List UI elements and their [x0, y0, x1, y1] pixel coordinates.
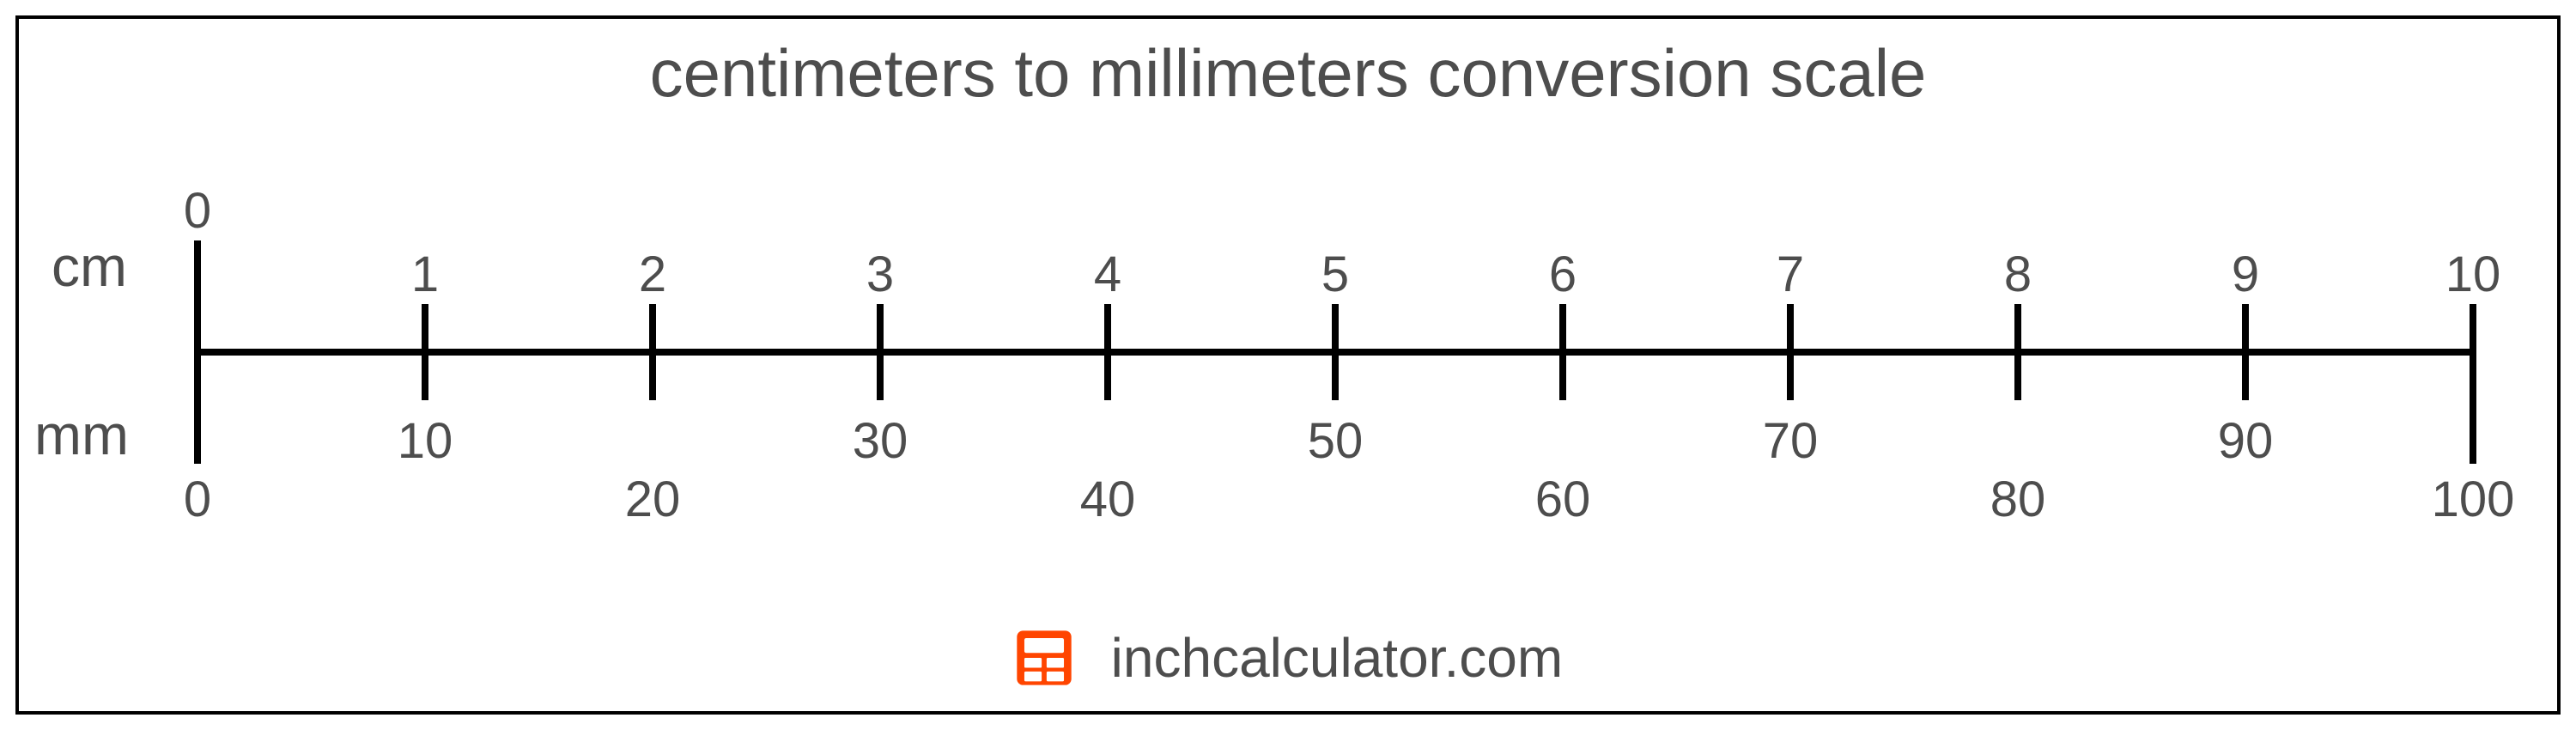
page-title: centimeters to millimeters conversion sc…	[0, 34, 2576, 113]
cm-value: 0	[184, 182, 211, 240]
cm-value: 9	[2232, 246, 2259, 303]
tick-mm	[2242, 352, 2249, 400]
tick-cm	[2470, 304, 2476, 352]
tick-cm	[649, 304, 656, 352]
tick-cm	[2242, 304, 2249, 352]
mm-value: 40	[1080, 471, 1136, 528]
mm-value: 100	[2432, 471, 2515, 528]
tick-mm	[877, 352, 884, 400]
cm-value: 1	[411, 246, 439, 303]
tick-cm	[1104, 304, 1111, 352]
mm-value: 50	[1308, 412, 1364, 470]
mm-value: 30	[853, 412, 908, 470]
footer: inchcalculator.com	[0, 622, 2576, 690]
tick-mm	[1332, 352, 1339, 400]
cm-value: 7	[1777, 246, 1804, 303]
mm-value: 90	[2218, 412, 2274, 470]
tick-mm	[194, 352, 201, 464]
cm-value: 10	[2445, 246, 2501, 303]
calculator-icon	[1013, 627, 1075, 689]
tick-mm	[649, 352, 656, 400]
tick-cm	[1787, 304, 1794, 352]
outer-frame	[15, 15, 2561, 715]
mm-value: 0	[184, 471, 211, 528]
mm-value: 60	[1535, 471, 1591, 528]
tick-cm	[1559, 304, 1566, 352]
mm-value: 70	[1763, 412, 1819, 470]
cm-value: 5	[1321, 246, 1349, 303]
cm-value: 3	[866, 246, 894, 303]
tick-mm	[2014, 352, 2021, 400]
tick-cm	[1332, 304, 1339, 352]
tick-cm	[877, 304, 884, 352]
cm-value: 2	[639, 246, 666, 303]
footer-text: inchcalculator.com	[1111, 626, 1563, 690]
mm-value: 20	[625, 471, 681, 528]
cm-value: 8	[2004, 246, 2032, 303]
cm-value: 4	[1094, 246, 1121, 303]
tick-cm	[194, 240, 201, 352]
tick-mm	[422, 352, 428, 400]
tick-mm	[1104, 352, 1111, 400]
cm-value: 6	[1549, 246, 1577, 303]
tick-mm	[1787, 352, 1794, 400]
mm-value: 10	[398, 412, 453, 470]
tick-mm	[2470, 352, 2476, 464]
unit-label-cm: cm	[52, 234, 127, 299]
unit-label-mm: mm	[34, 402, 129, 467]
tick-mm	[1559, 352, 1566, 400]
tick-cm	[422, 304, 428, 352]
mm-value: 80	[1990, 471, 2046, 528]
tick-cm	[2014, 304, 2021, 352]
